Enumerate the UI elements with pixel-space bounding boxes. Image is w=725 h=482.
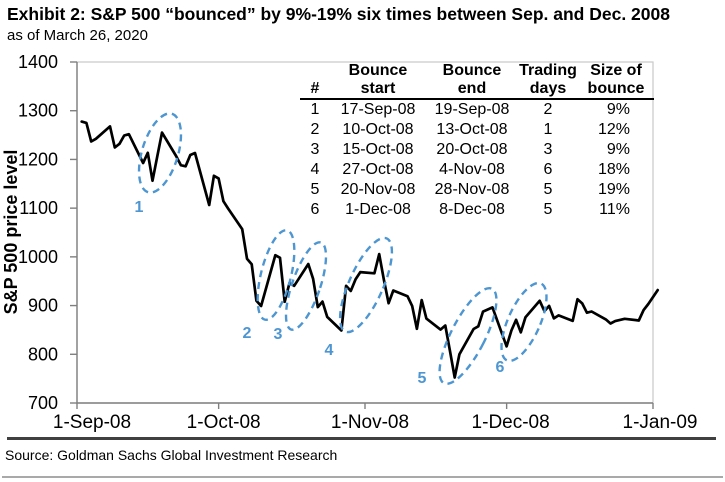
bounce-number-6: 6 xyxy=(496,359,505,376)
table-cell: 20-Nov-08 xyxy=(340,181,416,198)
table-row: 5 20-Nov-08 28-Nov-08 5 19% xyxy=(300,180,654,200)
bounce-ellipse-3 xyxy=(284,241,328,331)
y-tick-label: 900 xyxy=(28,296,58,316)
table-cell: 6 xyxy=(543,161,553,178)
bounce-ellipse-2 xyxy=(256,229,296,321)
table-cell: 2 xyxy=(310,121,320,138)
table-row: 2 10-Oct-08 13-Oct-08 1 12% xyxy=(300,120,654,140)
bounce-table: # Bounce start Bounce end Trading days Size of b… xyxy=(300,62,654,220)
table-row: 3 15-Oct-08 20-Oct-08 3 9% xyxy=(300,140,654,160)
table-cell: 8-Dec-08 xyxy=(439,201,505,218)
x-tick-label: 1-Sep-08 xyxy=(53,412,131,433)
table-cell: 6 xyxy=(310,201,320,218)
table-cell: 5 xyxy=(543,181,553,198)
table-cell: 20-Oct-08 xyxy=(436,141,508,158)
table-cell: 9% xyxy=(606,141,630,158)
table-cell: 5 xyxy=(543,201,553,218)
table-cell: 13-Oct-08 xyxy=(436,121,508,138)
footer-divider xyxy=(7,437,716,440)
table-cell: 18% xyxy=(597,161,630,178)
x-tick-label: 1-Oct-08 xyxy=(187,412,261,433)
table-cell: 11% xyxy=(599,201,630,218)
table-cell: 9% xyxy=(606,101,630,118)
x-tick-label: 1-Nov-08 xyxy=(331,412,409,433)
table-header-col2: Bounce start xyxy=(330,62,426,100)
y-tick-label: 800 xyxy=(28,344,58,364)
bounce-ellipse-5 xyxy=(438,286,498,386)
table-cell: 27-Oct-08 xyxy=(342,161,414,178)
table-cell: 4 xyxy=(310,161,320,178)
table-row: 1 17-Sep-08 19-Sep-08 2 9% xyxy=(300,99,654,120)
bottom-border xyxy=(2,476,723,478)
bounce-number-1: 1 xyxy=(135,199,144,216)
y-tick-label: 1000 xyxy=(18,247,58,267)
table-row: 4 27-Oct-08 4-Nov-08 6 18% xyxy=(300,160,654,180)
table-cell: 15-Oct-08 xyxy=(342,141,414,158)
bounce-number-3: 3 xyxy=(274,326,283,343)
bounce-ellipse-1 xyxy=(137,112,183,194)
table-header-col5: Size of bounce xyxy=(578,62,654,100)
price-line xyxy=(80,120,660,379)
y-tick-label: 1200 xyxy=(18,149,58,169)
table-cell: 19% xyxy=(597,181,630,198)
table-cell: 12% xyxy=(597,121,630,138)
y-tick-label: 1300 xyxy=(18,101,58,121)
table-cell: 5 xyxy=(310,181,320,198)
bounce-number-4: 4 xyxy=(325,342,334,359)
bounce-ellipse-6 xyxy=(500,281,548,363)
table-cell: 2 xyxy=(543,101,553,118)
y-tick-label: 700 xyxy=(28,393,58,413)
x-tick-label: 1-Dec-08 xyxy=(472,412,550,433)
table-header-col4: Trading days xyxy=(518,62,578,100)
y-axis-title: S&P 500 price level xyxy=(1,150,21,315)
bounce-ellipse-4 xyxy=(338,236,394,334)
table-cell: 4-Nov-08 xyxy=(439,161,505,178)
table-cell: 28-Nov-08 xyxy=(434,181,510,198)
table-cell: 3 xyxy=(543,141,553,158)
x-tick-label: 1-Jan-09 xyxy=(623,412,698,433)
bounce-number-2: 2 xyxy=(243,325,252,342)
table-header-col3: Bounce end xyxy=(426,62,518,100)
table-cell: 1 xyxy=(543,121,553,138)
table-cell: 1-Dec-08 xyxy=(345,201,411,218)
page-subtitle: as of March 26, 2020 xyxy=(7,27,148,44)
table-header-col1: # xyxy=(300,62,330,100)
source-note: Source: Goldman Sachs Global Investment … xyxy=(5,447,338,463)
page-title: Exhibit 2: S&P 500 “bounced” by 9%-19% s… xyxy=(7,4,670,24)
table-cell: 3 xyxy=(310,141,320,158)
table-row: 6 1-Dec-08 8-Dec-08 5 11% xyxy=(300,200,654,220)
y-tick-label: 1100 xyxy=(19,198,58,218)
y-tick-label: 1400 xyxy=(18,52,58,72)
table-cell: 10-Oct-08 xyxy=(342,121,414,138)
table-cell: 1 xyxy=(310,101,320,118)
table-cell: 19-Sep-08 xyxy=(434,101,510,118)
bounce-number-5: 5 xyxy=(418,370,427,387)
bounce-table-grid: # Bounce start Bounce end Trading days Size of b… xyxy=(300,62,654,220)
table-cell: 17-Sep-08 xyxy=(340,101,416,118)
